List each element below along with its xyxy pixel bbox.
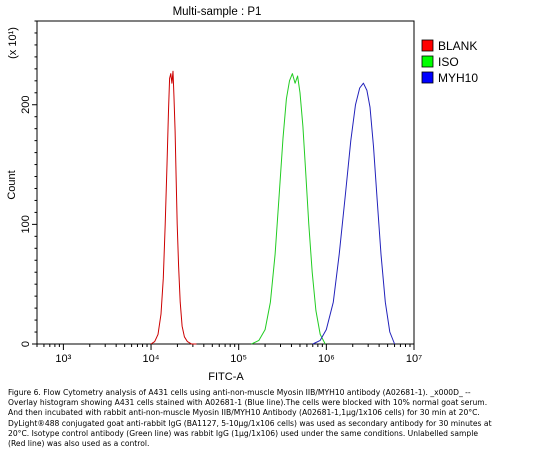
x-tick-label: 10⁶ (318, 353, 335, 365)
series-line-myh10 (312, 82, 396, 345)
legend-label-blank: BLANK (438, 39, 477, 53)
x-tick-label: 10⁴ (143, 353, 160, 365)
caption-line: Overlay histogram showing A431 cells sta… (8, 398, 488, 408)
caption-line: Figure 6. Flow Cytometry analysis of A43… (8, 388, 471, 397)
x-tick-label: 10⁵ (230, 353, 247, 365)
y-axis-label: Count (6, 170, 18, 199)
legend-swatch-iso (421, 55, 434, 68)
y-multiplier-label: (x 10¹) (7, 27, 19, 59)
chart-title: Multi-sample : P1 (173, 6, 262, 18)
axis-ticks: 0 100 200 10³ 10⁴ 10⁵ 10⁶ 10⁷ (20, 20, 422, 365)
caption-line: (Red line) was also used as a control. (8, 439, 150, 449)
legend: BLANK ISO MYH10 (421, 39, 478, 85)
x-axis-label: FITC-A (208, 371, 244, 383)
x-tick-label: 10³ (55, 353, 71, 365)
x-tick-label: 10⁷ (406, 353, 422, 365)
legend-swatch-blank (421, 39, 434, 52)
caption-line: DyLight®488 conjugated goat anti-rabbit … (8, 418, 492, 428)
legend-label-iso: ISO (438, 55, 459, 69)
series-layer (150, 70, 396, 345)
y-tick-label: 200 (20, 96, 32, 114)
legend-swatch-myh10 (421, 71, 434, 84)
flow-cytometry-chart: Multi-sample : P1 (x 10¹) Count FITC-A 0… (6, 6, 478, 383)
caption-line: 20°C. Isotype control antibody (Green li… (8, 428, 479, 438)
series-line-iso (251, 73, 326, 345)
figure-caption: Figure 6. Flow Cytometry analysis of A43… (8, 388, 528, 449)
plot-frame (36, 20, 415, 345)
y-tick-label: 0 (20, 341, 32, 347)
caption-line: And then incubated with rabbit anti-non-… (8, 408, 480, 418)
y-tick-label: 100 (20, 215, 32, 233)
series-line-blank (150, 70, 197, 345)
legend-label-myh10: MYH10 (438, 71, 478, 85)
